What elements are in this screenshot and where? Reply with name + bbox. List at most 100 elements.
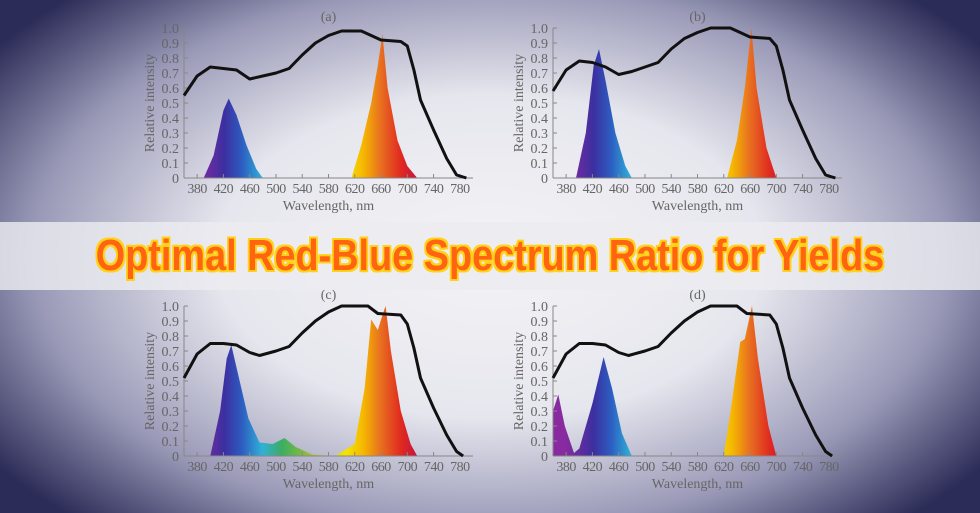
x-tick-label: 420 <box>583 460 603 475</box>
x-tick-label: 620 <box>345 460 365 475</box>
y-tick-label: 0 <box>541 172 548 187</box>
x-tick-label: 540 <box>292 460 312 475</box>
y-tick-label: 0.5 <box>162 97 180 112</box>
y-tick-label: 0.9 <box>162 315 180 330</box>
x-tick-label: 660 <box>371 460 391 475</box>
absorption-curve <box>551 304 833 458</box>
x-tick-label: 700 <box>767 460 787 475</box>
chart-title: (a) <box>321 10 337 25</box>
x-tick-label: 580 <box>319 182 339 197</box>
x-tick-label: 660 <box>371 182 391 197</box>
y-tick-label: 0 <box>172 450 179 465</box>
chart-d: 00.10.20.30.40.50.60.70.80.91.0 380 420 460… <box>512 288 842 492</box>
y-tick-label: 0.8 <box>162 330 180 345</box>
y-tick-label: 0.6 <box>531 82 549 97</box>
y-tick-label: 0.5 <box>531 97 549 112</box>
y-tick-label: 0 <box>541 450 548 465</box>
x-tick-label: 580 <box>319 460 339 475</box>
emission-spectrum-area <box>553 306 777 456</box>
x-tick-label: 620 <box>345 182 365 197</box>
x-tick-label: 620 <box>714 460 734 475</box>
y-tick-label: 0.5 <box>162 375 180 390</box>
x-axis-label: Wavelength, nm <box>283 477 375 492</box>
x-tick-label: 380 <box>187 460 207 475</box>
chart-title: (c) <box>321 288 337 303</box>
x-tick-label: 420 <box>583 182 603 197</box>
x-tick-label: 700 <box>767 182 787 197</box>
x-tick-label: 460 <box>240 182 260 197</box>
absorption-curve <box>182 29 467 180</box>
x-tick-label: 740 <box>793 182 813 197</box>
y-tick-label: 0.9 <box>162 37 180 52</box>
x-tick-label: 660 <box>740 182 760 197</box>
y-tick-label: 0.2 <box>531 142 549 157</box>
y-tick-label: 0.3 <box>162 405 180 420</box>
y-tick-label: 0.6 <box>162 360 180 375</box>
y-tick-label: 0.1 <box>162 157 180 172</box>
x-tick-label: 700 <box>398 182 418 197</box>
y-tick-label: 0.6 <box>162 82 180 97</box>
x-tick-label: 460 <box>609 182 629 197</box>
y-tick-label: 1.0 <box>162 300 180 315</box>
y-tick-label: 0.8 <box>531 52 549 67</box>
x-tick-label: 380 <box>556 182 576 197</box>
y-tick-label: 0.4 <box>531 390 549 405</box>
x-axis-label: Wavelength, nm <box>283 199 375 214</box>
headline: Optimal Red-Blue Spectrum Ratio for Yiel… <box>95 231 885 280</box>
y-axis-label: Relative intensity <box>143 332 158 430</box>
x-tick-label: 540 <box>661 460 681 475</box>
x-tick-label: 580 <box>688 460 708 475</box>
x-tick-label: 420 <box>214 182 234 197</box>
x-tick-label: 540 <box>661 182 681 197</box>
x-tick-label: 460 <box>609 460 629 475</box>
x-tick-label: 460 <box>240 460 260 475</box>
y-tick-label: 0.1 <box>531 435 549 450</box>
y-axis-label: Relative intensity <box>512 332 527 430</box>
y-tick-label: 0.7 <box>162 67 180 82</box>
y-tick-label: 0 <box>172 172 179 187</box>
y-tick-label: 1.0 <box>531 22 549 37</box>
x-tick-label: 380 <box>187 182 207 197</box>
y-tick-label: 0.4 <box>162 112 180 127</box>
chart-a: 00.10.20.30.40.50.60.70.80.91.0 380 420 460… <box>143 10 473 214</box>
x-tick-label: 780 <box>450 460 470 475</box>
y-tick-label: 0.3 <box>531 405 549 420</box>
x-tick-label: 700 <box>398 460 418 475</box>
x-tick-label: 540 <box>292 182 312 197</box>
y-tick-label: 0.3 <box>531 127 549 142</box>
title-banner <box>0 222 980 290</box>
x-tick-label: 740 <box>793 460 813 475</box>
x-tick-label: 420 <box>214 460 234 475</box>
y-tick-label: 0.7 <box>531 67 549 82</box>
y-tick-label: 0.4 <box>162 390 180 405</box>
chart-title: (b) <box>689 10 706 25</box>
y-tick-label: 0.8 <box>162 52 180 67</box>
emission-spectrum-area <box>575 28 777 178</box>
emission-spectrum-area <box>203 34 418 178</box>
y-tick-label: 0.6 <box>531 360 549 375</box>
x-tick-label: 780 <box>819 182 839 197</box>
x-tick-label: 500 <box>266 460 286 475</box>
x-tick-label: 500 <box>635 460 655 475</box>
y-tick-label: 0.1 <box>531 157 549 172</box>
y-tick-label: 0.2 <box>162 420 180 435</box>
y-tick-label: 0.9 <box>531 37 549 52</box>
y-tick-label: 0.9 <box>531 315 549 330</box>
x-tick-label: 620 <box>714 182 734 197</box>
x-tick-label: 500 <box>635 182 655 197</box>
chart-c: 00.10.20.30.40.50.60.70.80.91.0 380 420 460… <box>143 288 473 492</box>
emission-spectrum-area <box>210 306 418 456</box>
y-tick-label: 1.0 <box>162 22 180 37</box>
x-tick-label: 740 <box>424 460 444 475</box>
y-tick-label: 0.7 <box>162 345 180 360</box>
x-tick-label: 740 <box>424 182 444 197</box>
x-tick-label: 780 <box>450 182 470 197</box>
absorption-curve <box>551 26 836 180</box>
x-tick-label: 660 <box>740 460 760 475</box>
x-tick-label: 580 <box>688 182 708 197</box>
y-tick-label: 0.8 <box>531 330 549 345</box>
y-tick-label: 0.4 <box>531 112 549 127</box>
y-axis-label: Relative intensity <box>512 54 527 152</box>
y-tick-label: 1.0 <box>531 300 549 315</box>
